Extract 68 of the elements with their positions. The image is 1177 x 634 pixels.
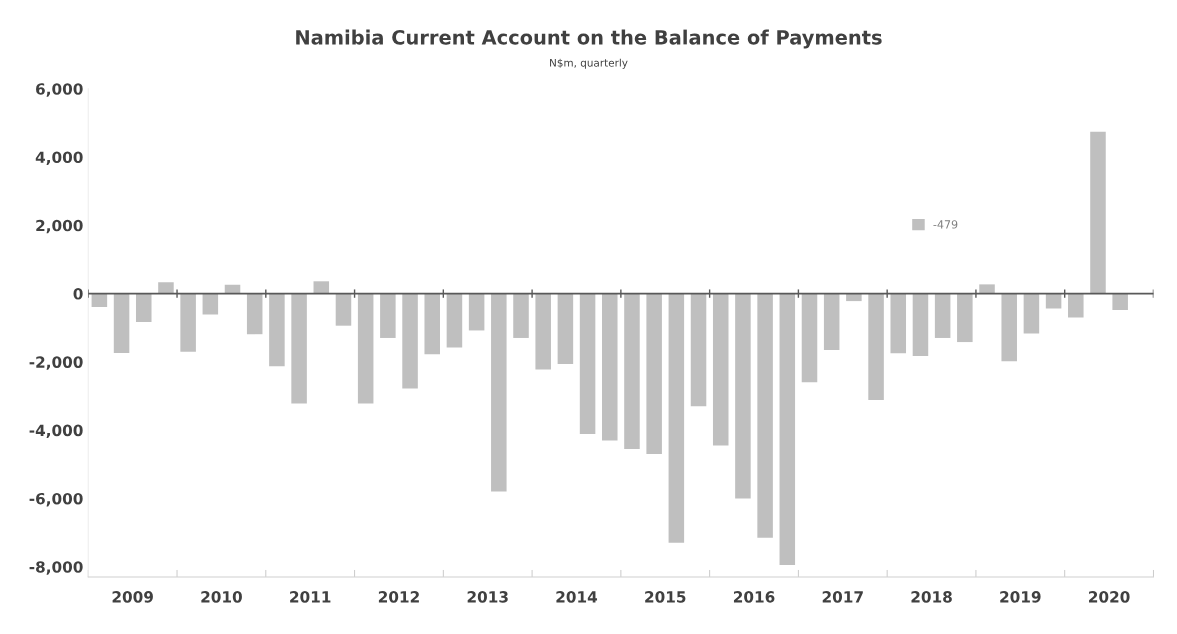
bar	[557, 293, 574, 364]
bar	[535, 293, 551, 370]
bar	[868, 293, 884, 401]
bar	[158, 282, 174, 294]
bar	[513, 293, 529, 338]
bar	[1112, 293, 1128, 310]
bar	[291, 293, 307, 404]
bar	[779, 293, 796, 565]
bar	[668, 293, 685, 543]
bar	[1001, 293, 1017, 362]
bar	[402, 293, 418, 389]
y-tick-label: 4,000	[35, 151, 83, 166]
bar	[113, 293, 130, 353]
bar	[602, 293, 618, 441]
bar	[380, 293, 396, 338]
bar	[934, 293, 951, 338]
x-tick-label: 2011	[290, 591, 331, 603]
x-tick-label: 2017	[822, 591, 863, 603]
bar	[491, 293, 507, 492]
bar	[313, 281, 330, 294]
bar	[757, 293, 773, 538]
bar	[624, 293, 640, 449]
bar	[246, 293, 263, 335]
bar	[1068, 293, 1084, 318]
bar	[335, 293, 352, 326]
bar	[1090, 131, 1106, 294]
bar	[957, 293, 973, 343]
bar	[801, 293, 818, 383]
x-tick-label: 2015	[645, 591, 686, 603]
bar	[424, 293, 441, 355]
x-tick-label: 2012	[378, 591, 419, 603]
y-tick-label: -6,000	[29, 492, 83, 507]
bar	[823, 293, 840, 350]
y-tick-label: 2,000	[36, 219, 83, 234]
y-tick-label: -4,000	[29, 424, 83, 439]
x-tick-label: 2018	[911, 591, 952, 603]
x-tick-label: 2020	[1089, 591, 1130, 603]
bar	[646, 293, 662, 455]
y-tick-label: -8,000	[29, 561, 83, 575]
y-tick-label: 0	[73, 288, 83, 300]
bar	[846, 293, 862, 302]
bar	[180, 293, 196, 352]
y-tick-label: -2,000	[29, 356, 83, 370]
bar	[446, 293, 463, 348]
bar	[735, 293, 751, 499]
bar	[690, 293, 707, 407]
x-tick-label: 2016	[733, 591, 775, 603]
x-tick-label: 2019	[1000, 591, 1041, 603]
bar	[890, 293, 907, 354]
chart-title: Namibia Current Account on the Balance of Payments	[296, 29, 882, 49]
chart-subtitle: N$m, quarterly	[550, 58, 628, 69]
legend-label: -479	[933, 220, 958, 229]
x-tick-label: 2013	[467, 591, 508, 603]
bar	[712, 293, 729, 446]
y-tick-label: 6,000	[36, 83, 83, 97]
bar	[91, 293, 108, 307]
x-tick-label: 2009	[112, 591, 153, 603]
bar	[912, 293, 929, 357]
bar	[135, 293, 152, 322]
bar	[468, 293, 485, 331]
x-tick-label: 2014	[556, 591, 598, 603]
bar	[357, 293, 374, 404]
bar	[1045, 293, 1062, 309]
bar	[269, 293, 285, 367]
x-tick-label: 2010	[201, 591, 242, 603]
bar	[579, 293, 596, 434]
bar	[202, 293, 219, 315]
bar	[1023, 293, 1040, 334]
